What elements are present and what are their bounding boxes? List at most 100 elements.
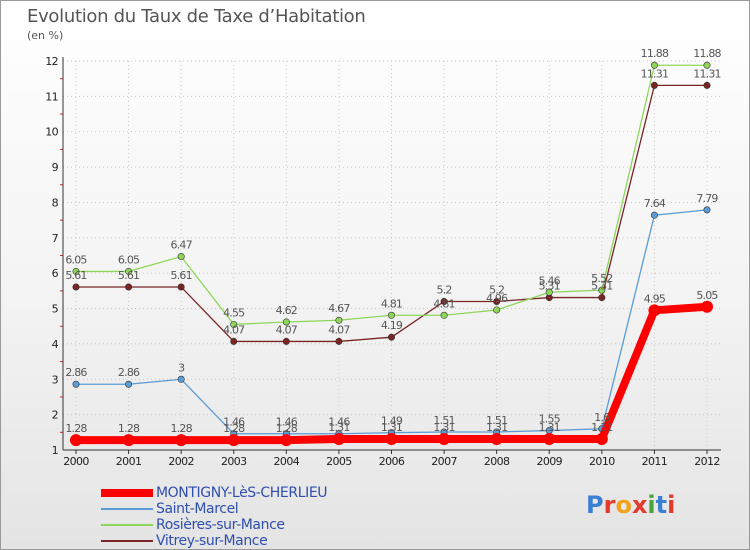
y-tick-label: 9 bbox=[52, 161, 59, 174]
data-label: 1.6 bbox=[594, 411, 610, 424]
x-tick-label: 2008 bbox=[484, 455, 510, 468]
legend-swatch bbox=[101, 508, 153, 510]
data-label: 11.31 bbox=[641, 67, 669, 80]
legend-item: Vitrey-sur-Mance bbox=[101, 533, 327, 549]
data-point bbox=[545, 288, 553, 296]
x-tick-label: 2007 bbox=[431, 455, 457, 468]
data-label: 11.88 bbox=[693, 47, 721, 60]
x-tick-label: 2006 bbox=[379, 455, 405, 468]
legend-label: Rosières-sur-Mance bbox=[156, 517, 285, 533]
data-label: 7.64 bbox=[644, 197, 666, 210]
data-label: 5.31 bbox=[539, 280, 560, 293]
data-point bbox=[282, 318, 290, 326]
data-point bbox=[703, 206, 711, 214]
data-label: 4.62 bbox=[276, 304, 297, 317]
data-label: 1.28 bbox=[118, 422, 140, 435]
legend-swatch bbox=[101, 489, 153, 497]
legend-swatch bbox=[101, 524, 153, 526]
legend-label: Saint-Marcel bbox=[156, 501, 239, 517]
x-tick-label: 2009 bbox=[536, 455, 562, 468]
data-point bbox=[175, 434, 188, 447]
data-label: 1.31 bbox=[591, 421, 612, 434]
data-point bbox=[438, 433, 451, 446]
data-label: 1.46 bbox=[328, 416, 350, 429]
data-point bbox=[72, 283, 80, 291]
y-tick-label: 12 bbox=[45, 55, 58, 68]
data-label: 1.55 bbox=[539, 413, 561, 426]
data-label: 2.86 bbox=[118, 366, 140, 379]
y-tick-label: 1 bbox=[52, 444, 58, 457]
data-label: 5.05 bbox=[696, 289, 718, 302]
logo-letter: i bbox=[667, 491, 676, 519]
data-label: 1.51 bbox=[433, 414, 454, 427]
data-point bbox=[227, 434, 240, 447]
data-label: 1.28 bbox=[171, 422, 193, 435]
data-point bbox=[125, 267, 133, 275]
data-label: 1.51 bbox=[486, 414, 507, 427]
data-label: 6.47 bbox=[171, 239, 193, 252]
data-label: 1.49 bbox=[381, 415, 403, 428]
data-label: 5.46 bbox=[539, 274, 561, 287]
data-point bbox=[230, 337, 238, 345]
y-tick-label: 2 bbox=[52, 409, 58, 422]
data-point bbox=[701, 300, 713, 313]
x-tick-label: 2010 bbox=[589, 455, 615, 468]
data-label: 1.31 bbox=[539, 421, 560, 434]
y-tick-label: 3 bbox=[52, 373, 59, 386]
data-label: 5.61 bbox=[171, 269, 192, 282]
y-tick-label: 7 bbox=[52, 232, 59, 245]
x-tick-label: 2003 bbox=[221, 455, 247, 468]
logo-letter: t bbox=[655, 491, 668, 519]
y-tick-label: 10 bbox=[45, 126, 58, 139]
data-point bbox=[335, 316, 343, 324]
data-point bbox=[332, 433, 345, 446]
data-label: 1.46 bbox=[223, 416, 245, 429]
data-label: 3 bbox=[178, 361, 185, 374]
x-tick-label: 2000 bbox=[63, 455, 89, 468]
data-point bbox=[650, 61, 658, 69]
legend-item: MONTIGNY-LèS-CHERLIEU bbox=[101, 485, 328, 501]
logo-letter: P bbox=[586, 491, 604, 519]
data-label: 4.07 bbox=[276, 323, 298, 336]
data-point bbox=[703, 61, 711, 69]
data-label: 1.28 bbox=[276, 422, 298, 435]
data-label: 6.05 bbox=[65, 253, 87, 266]
data-label: 1.31 bbox=[328, 421, 349, 434]
data-point bbox=[70, 434, 82, 447]
data-point bbox=[440, 297, 448, 305]
data-point bbox=[125, 283, 133, 291]
data-point bbox=[177, 375, 185, 383]
data-point bbox=[598, 286, 606, 294]
logo-letter: i bbox=[647, 491, 656, 519]
data-label: 5.52 bbox=[591, 272, 612, 285]
data-label: 6.05 bbox=[118, 253, 140, 266]
data-label: 5.2 bbox=[489, 283, 504, 296]
data-label: 11.31 bbox=[693, 67, 721, 80]
data-point bbox=[703, 81, 711, 89]
data-label: 4.81 bbox=[381, 297, 402, 310]
data-label: 5.61 bbox=[65, 269, 86, 282]
data-point bbox=[440, 311, 448, 319]
x-tick-label: 2005 bbox=[326, 455, 352, 468]
chart-title: Evolution du Taux de Taxe d’Habitation bbox=[27, 6, 366, 27]
data-label: 1.28 bbox=[223, 422, 245, 435]
data-point bbox=[493, 306, 501, 314]
data-point bbox=[282, 337, 290, 345]
proxiti-logo: Proxiti bbox=[586, 491, 675, 519]
data-label: 5.61 bbox=[118, 269, 139, 282]
data-point bbox=[493, 297, 501, 305]
x-tick-label: 2004 bbox=[274, 455, 300, 468]
data-point bbox=[595, 433, 608, 446]
y-tick-label: 11 bbox=[45, 90, 58, 103]
data-point bbox=[543, 433, 556, 446]
legend-label: MONTIGNY-LèS-CHERLIEU bbox=[156, 485, 328, 501]
data-label: 2.86 bbox=[65, 366, 87, 379]
data-point bbox=[385, 433, 398, 446]
data-point bbox=[230, 320, 238, 328]
x-tick-label: 2011 bbox=[642, 455, 668, 468]
data-point bbox=[598, 294, 606, 302]
y-tick-label: 4 bbox=[52, 338, 59, 351]
data-label: 4.95 bbox=[644, 292, 666, 305]
legend: MONTIGNY-LèS-CHERLIEU Saint-Marcel Rosière… bbox=[101, 485, 328, 549]
